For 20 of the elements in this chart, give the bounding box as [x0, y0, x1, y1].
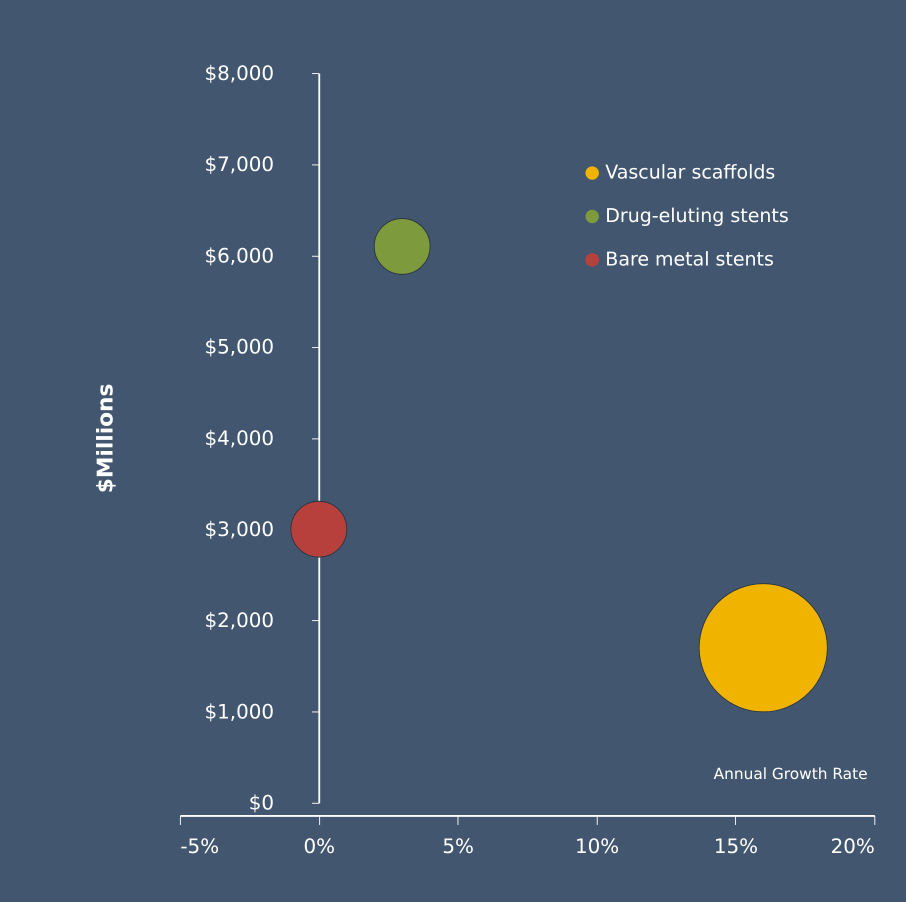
y-tick-label: $7,000: [204, 153, 274, 176]
x-tick-label: 0%: [304, 835, 336, 858]
legend-label: Drug-eluting stents: [605, 204, 789, 227]
y-tick-label: $1,000: [204, 700, 274, 724]
x-tick-label: 20%: [830, 835, 875, 858]
legend-label: Vascular scaffolds: [605, 161, 776, 184]
y-tick-label: $6,000: [204, 244, 274, 268]
y-tick-label: $8,000: [204, 62, 274, 85]
y-tick-label: $2,000: [204, 609, 274, 632]
y-tick-label: $0: [248, 792, 274, 815]
y-tick-label: $3,000: [204, 518, 274, 541]
x-tick-label: 10%: [574, 835, 620, 858]
x-axis-title: Annual Growth Rate: [714, 764, 868, 783]
y-axis-title: $Millions: [94, 384, 119, 494]
y-tick-label: $4,000: [204, 426, 274, 450]
legend-label: Bare metal stents: [605, 248, 774, 270]
x-tick-label: 5%: [442, 835, 474, 858]
x-tick-label: 15%: [714, 835, 758, 858]
x-tick-label: -5%: [180, 835, 220, 858]
y-tick-label: $5,000: [204, 336, 274, 359]
